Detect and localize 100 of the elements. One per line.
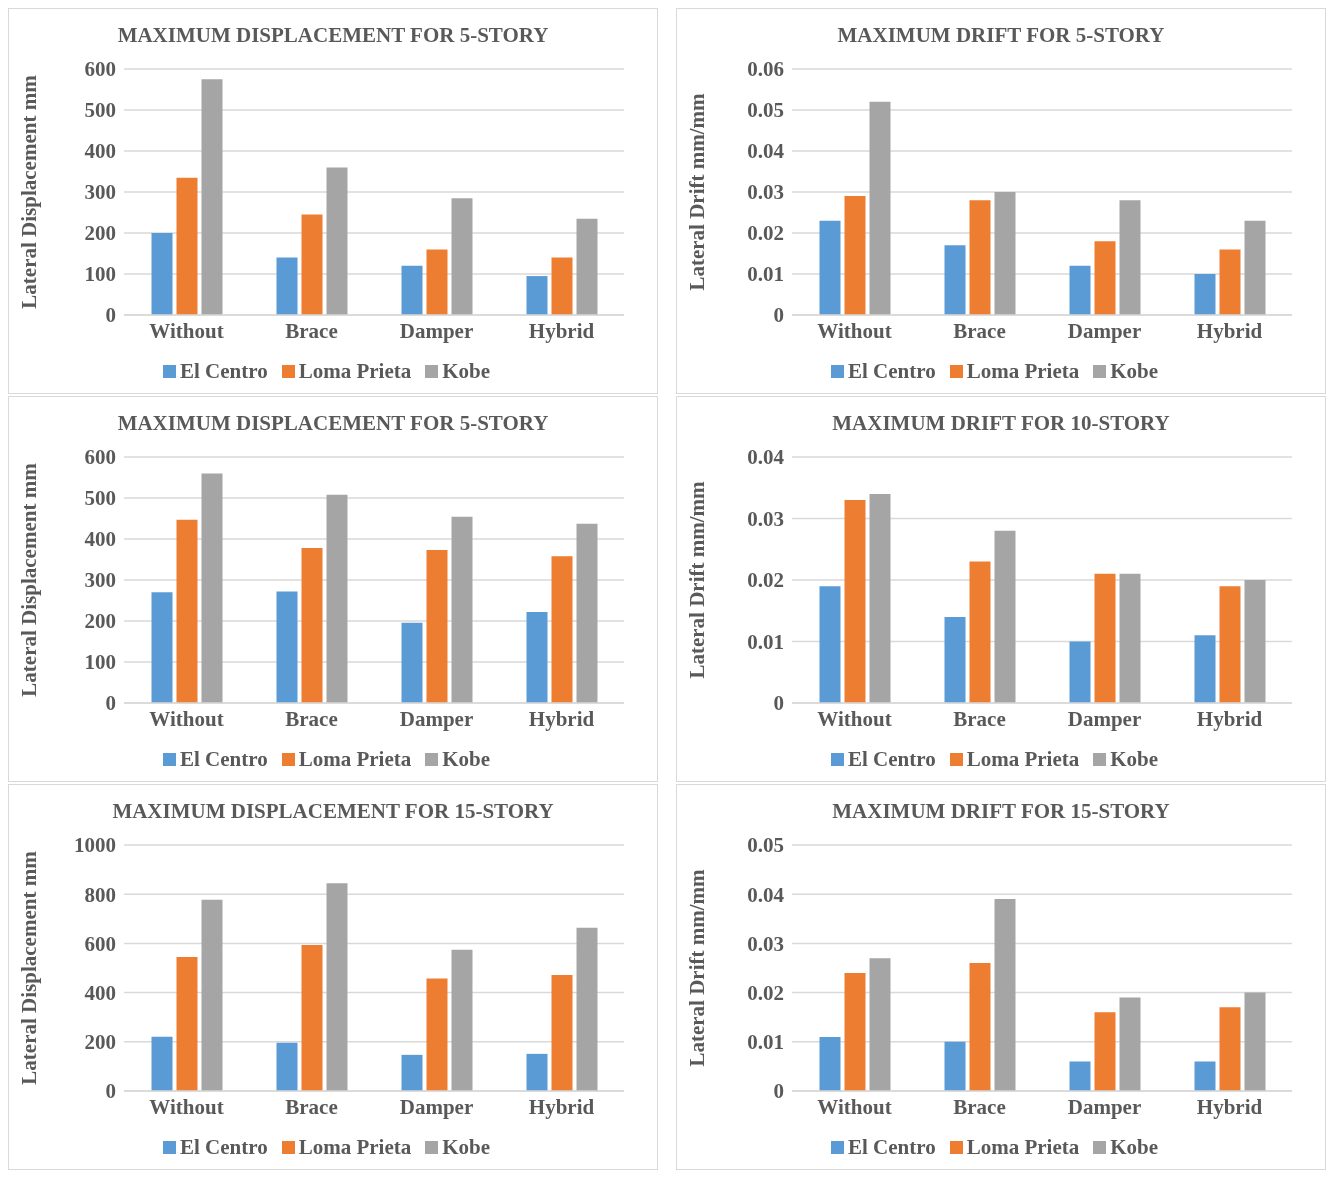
bar (526, 1053, 548, 1091)
x-tick-label: Damper (399, 318, 474, 343)
y-tick-label: 0.02 (747, 221, 784, 246)
x-tick-label: Brace (953, 1094, 1006, 1119)
x-tick-label: Without (817, 706, 892, 731)
bar (1219, 586, 1241, 703)
y-tick-label: 0.04 (747, 139, 785, 164)
y-tick-label: 500 (84, 98, 116, 123)
y-tick-label: 500 (84, 486, 116, 511)
bar (201, 79, 223, 315)
y-tick-label: 0.02 (747, 568, 784, 593)
y-axis-title: Lateral Drift mm/mm (685, 868, 710, 1067)
y-tick-label: 600 (84, 931, 116, 956)
y-tick-label: 800 (84, 882, 116, 907)
y-tick-label: 0.03 (747, 506, 784, 531)
bar (1219, 1007, 1241, 1091)
chart-title: MAXIMUM DISPLACEMENT FOR 5-STORY (116, 23, 550, 49)
y-tick-label: 0.02 (747, 981, 784, 1006)
legend-label: Loma Prieta (298, 359, 412, 384)
legend-label: Kobe (442, 359, 491, 384)
bar (301, 214, 323, 315)
legend-label: Loma Prieta (966, 1135, 1080, 1160)
y-tick-label: 0.05 (747, 833, 784, 858)
bar (819, 586, 841, 703)
bar (869, 101, 891, 315)
y-axis-title: Lateral Displacement mm (17, 850, 42, 1085)
bar (451, 198, 473, 315)
x-tick-label: Damper (1067, 1094, 1142, 1119)
bar (176, 177, 198, 315)
bar (151, 1036, 173, 1091)
y-tick-label: 0.05 (747, 98, 784, 123)
bar (301, 548, 323, 703)
bar (426, 978, 448, 1091)
legend-label: El Centro (179, 359, 268, 384)
bar (401, 622, 423, 703)
x-tick-label: Hybrid (1196, 706, 1263, 731)
bar (1069, 265, 1091, 315)
y-tick-label: 400 (84, 981, 116, 1006)
bar (869, 958, 891, 1091)
x-tick-label: Hybrid (528, 706, 595, 731)
x-tick-label: Damper (399, 706, 474, 731)
x-tick-label: Damper (1067, 706, 1142, 731)
bar (1119, 200, 1141, 315)
bar (969, 963, 991, 1091)
y-axis-title: Lateral Displacement mm (17, 74, 42, 309)
y-tick-label: 0.01 (747, 262, 784, 287)
y-tick-label: 100 (84, 650, 116, 675)
bar (1069, 641, 1091, 703)
y-tick-label: 0 (773, 303, 784, 328)
y-tick-label: 0.03 (747, 931, 784, 956)
bar (326, 883, 348, 1091)
bar (994, 899, 1016, 1091)
x-tick-label: Without (817, 318, 892, 343)
y-tick-label: 0.04 (747, 445, 785, 470)
y-axis-title: Lateral Drift mm/mm (685, 92, 710, 291)
x-tick-label: Brace (285, 1094, 338, 1119)
y-tick-label: 300 (84, 568, 116, 593)
bar (1194, 1061, 1216, 1091)
y-tick-label: 0.03 (747, 180, 784, 205)
x-tick-label: Damper (399, 1094, 474, 1119)
bar (551, 257, 573, 315)
bar (1194, 635, 1216, 703)
y-axis-title: Lateral Displacement mm (17, 462, 42, 697)
bar (176, 519, 198, 703)
legend-label: El Centro (179, 1135, 268, 1160)
chart-title: MAXIMUM DISPLACEMENT FOR 5-STORY (116, 411, 550, 437)
legend-label: Kobe (1110, 747, 1159, 772)
bar (1244, 580, 1266, 703)
x-tick-label: Damper (1067, 318, 1142, 343)
legend-label: Loma Prieta (298, 747, 412, 772)
bar (576, 218, 598, 315)
bar (844, 196, 866, 315)
bar (844, 972, 866, 1091)
y-tick-label: 400 (84, 139, 116, 164)
chart-title: MAXIMUM DRIFT FOR 10-STORY (831, 411, 1171, 437)
chart-title: MAXIMUM DISPLACEMENT FOR 15-STORY (111, 799, 555, 825)
bar (994, 530, 1016, 703)
bar (326, 167, 348, 315)
x-tick-label: Brace (285, 706, 338, 731)
legend-label: Kobe (442, 1135, 491, 1160)
bar (1119, 997, 1141, 1091)
x-tick-label: Hybrid (1196, 318, 1263, 343)
y-tick-label: 200 (84, 221, 116, 246)
legend-label: El Centro (847, 359, 936, 384)
legend-label: El Centro (847, 747, 936, 772)
bar (1069, 1061, 1091, 1091)
bar (969, 561, 991, 703)
x-tick-label: Without (817, 1094, 892, 1119)
y-tick-label: 0 (773, 691, 784, 716)
bar (401, 1054, 423, 1091)
bar (1119, 573, 1141, 703)
bar (819, 220, 841, 315)
bar (1194, 274, 1216, 315)
y-tick-label: 0.06 (747, 57, 784, 82)
y-tick-label: 0.01 (747, 629, 784, 654)
x-tick-label: Without (149, 318, 224, 343)
y-tick-label: 100 (84, 262, 116, 287)
bar (1219, 249, 1241, 315)
y-tick-label: 600 (84, 57, 116, 82)
bar (1244, 992, 1266, 1091)
